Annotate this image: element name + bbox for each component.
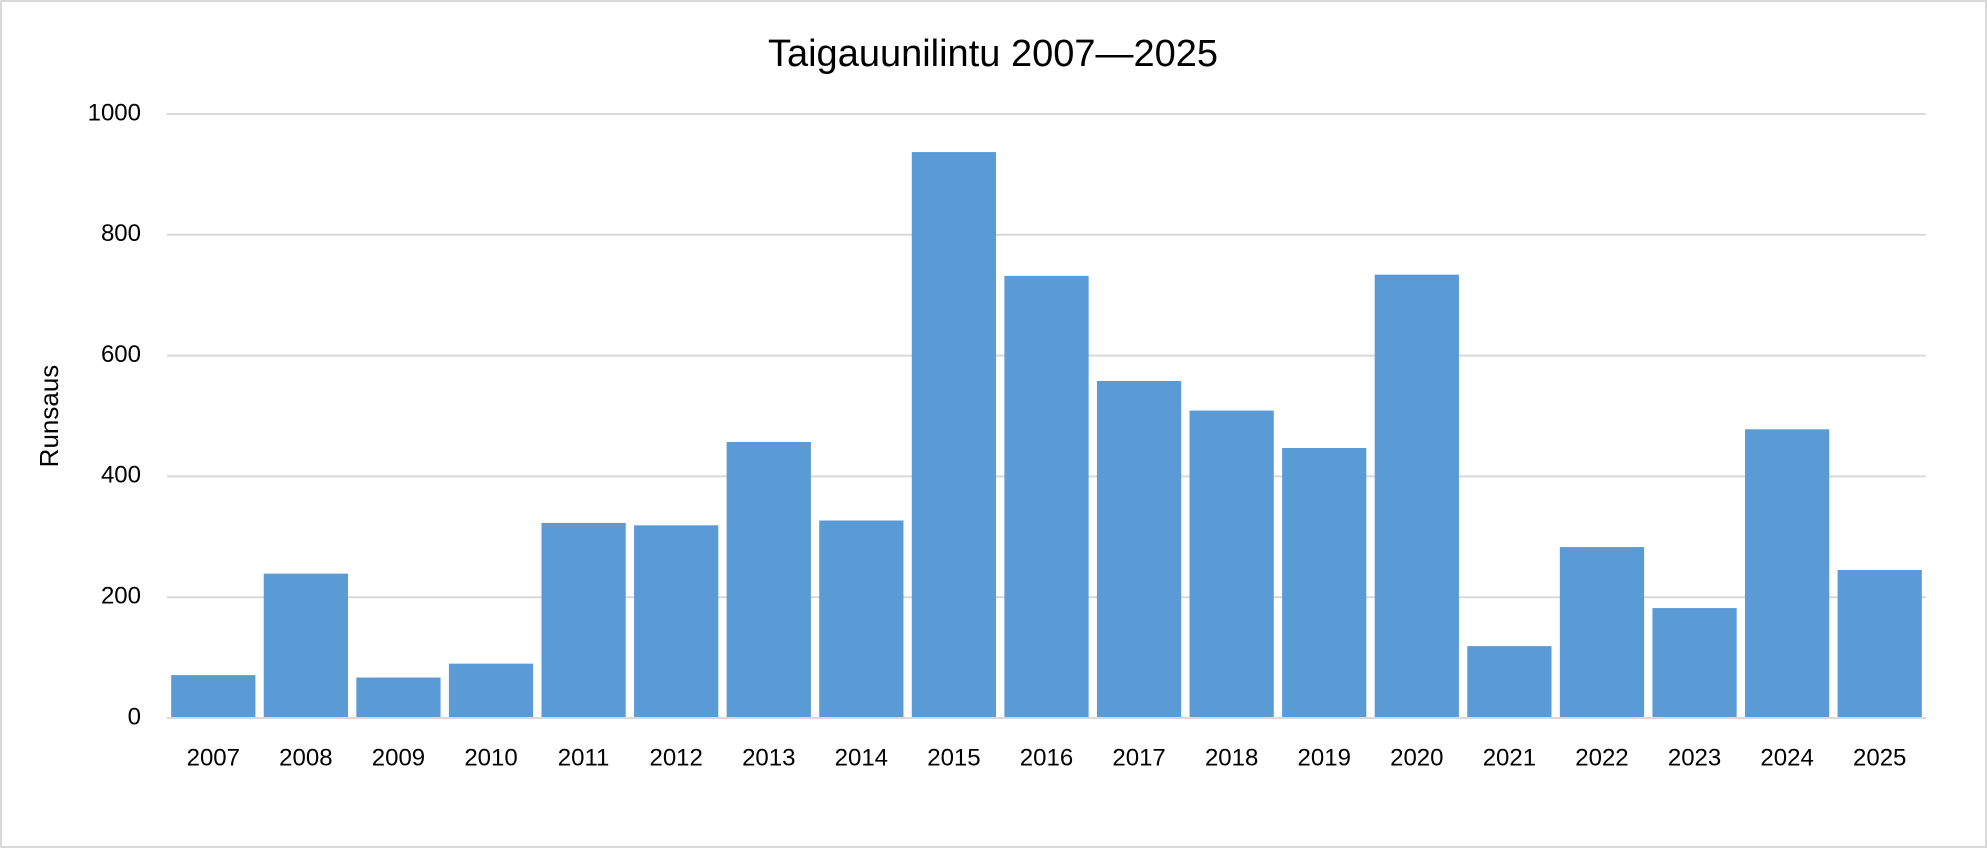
y-tick-label: 1000 <box>88 99 141 126</box>
chart-title: Taigauunilintu 2007—2025 <box>768 33 1218 75</box>
x-tick-label: 2007 <box>187 744 240 771</box>
bar <box>1189 410 1274 718</box>
y-tick-label: 800 <box>101 220 141 247</box>
x-tick-label: 2019 <box>1298 744 1351 771</box>
bar <box>1004 275 1089 718</box>
x-tick-label: 2016 <box>1020 744 1073 771</box>
x-tick-label: 2020 <box>1390 744 1443 771</box>
bar <box>541 522 626 718</box>
y-tick-label: 0 <box>128 703 141 730</box>
bar <box>911 152 997 718</box>
bar <box>726 441 811 718</box>
bar <box>1374 274 1459 718</box>
bar <box>1652 608 1737 718</box>
bar <box>448 663 534 718</box>
bar <box>1559 547 1645 718</box>
bar <box>1282 448 1367 718</box>
y-tick-label: 400 <box>101 462 141 489</box>
x-tick-label: 2012 <box>649 744 702 771</box>
x-tick-label: 2017 <box>1112 744 1165 771</box>
x-tick-label: 2024 <box>1760 744 1813 771</box>
bar <box>819 520 904 718</box>
bar <box>1745 429 1830 718</box>
y-tick-label: 200 <box>101 583 141 610</box>
x-tick-label: 2023 <box>1668 744 1721 771</box>
y-axis-label: Runsaus <box>34 365 64 468</box>
x-tick-label: 2008 <box>279 744 332 771</box>
x-tick-label: 2021 <box>1483 744 1536 771</box>
bar <box>1096 380 1182 718</box>
bar <box>1467 646 1552 718</box>
x-tick-label: 2011 <box>558 744 610 771</box>
y-tick-label: 600 <box>101 341 141 368</box>
bar <box>171 675 256 718</box>
x-tick-label: 2022 <box>1575 744 1628 771</box>
x-tick-label: 2013 <box>742 744 795 771</box>
x-tick-label: 2009 <box>372 744 425 771</box>
x-tick-label: 2010 <box>464 744 517 771</box>
bar <box>634 525 719 718</box>
x-tick-label: 2015 <box>927 744 980 771</box>
x-tick-label: 2025 <box>1853 744 1906 771</box>
x-tick-label: 2014 <box>835 744 888 771</box>
x-tick-label: 2018 <box>1205 744 1258 771</box>
bar <box>263 573 348 718</box>
bar <box>1837 570 1922 718</box>
bar <box>356 677 441 718</box>
